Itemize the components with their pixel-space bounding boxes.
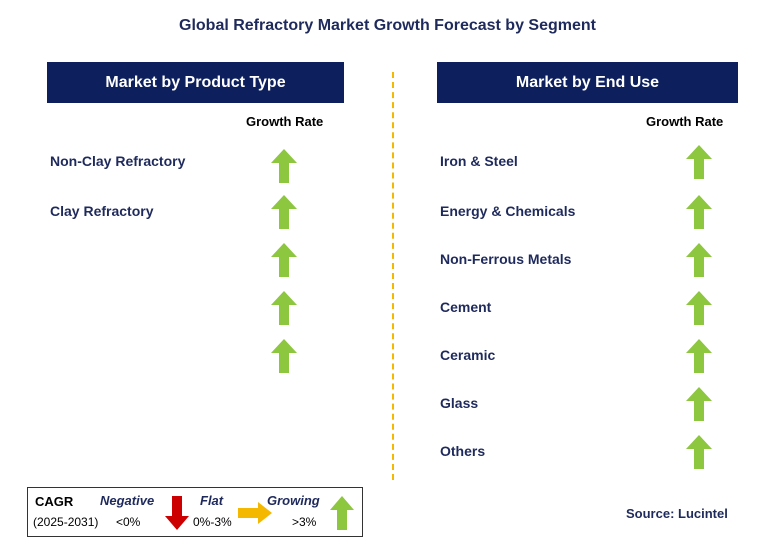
growing-arrow-icon xyxy=(686,145,712,179)
chart-title: Global Refractory Market Growth Forecast… xyxy=(179,17,596,34)
end-use-row-energy-chemicals: Energy & Chemicals xyxy=(440,203,576,219)
product-type-header: Market by Product Type xyxy=(47,62,344,103)
growing-arrow-icon xyxy=(271,149,297,183)
legend-growing-label: Growing xyxy=(267,493,320,508)
legend-flat-label: Flat xyxy=(200,493,224,508)
growing-arrow-icon xyxy=(271,195,297,229)
down-arrow-icon xyxy=(165,496,189,530)
legend-negative-label: Negative xyxy=(100,493,155,508)
product-row-clay: Clay Refractory xyxy=(50,203,154,219)
left-growth-rate-label: Growth Rate xyxy=(246,114,324,129)
growing-arrow-icon xyxy=(271,243,297,277)
growing-arrow-icon xyxy=(686,195,712,229)
growing-arrow-icon xyxy=(686,243,712,277)
end-use-row-ceramic: Ceramic xyxy=(440,347,496,363)
right-arrow-icon xyxy=(238,502,272,524)
growing-arrow-icon xyxy=(271,291,297,325)
end-use-row-others: Others xyxy=(440,443,486,459)
growing-arrow-icon xyxy=(686,387,712,421)
source-label: Source: Lucintel xyxy=(626,506,728,521)
end-use-header: Market by End Use xyxy=(437,62,738,103)
right-growth-rate-label: Growth Rate xyxy=(646,114,724,129)
product-row-non-clay: Non-Clay Refractory xyxy=(50,153,186,169)
growing-arrow-icon xyxy=(271,339,297,373)
growing-arrow-icon xyxy=(686,435,712,469)
legend-growing-range: >3% xyxy=(292,515,317,529)
legend-cagr-label: CAGR xyxy=(35,494,74,509)
end-use-row-iron-steel: Iron & Steel xyxy=(440,153,518,169)
legend-flat-range: 0%-3% xyxy=(193,515,232,529)
panel-divider xyxy=(392,72,394,480)
growing-arrow-icon xyxy=(686,291,712,325)
up-arrow-icon xyxy=(330,496,354,530)
legend-negative-range: <0% xyxy=(116,515,141,529)
cagr-legend: CAGR (2025-2031) Negative <0% Flat 0%-3%… xyxy=(27,487,363,537)
legend-period: (2025-2031) xyxy=(33,515,99,529)
end-use-row-glass: Glass xyxy=(440,395,479,411)
end-use-row-cement: Cement xyxy=(440,299,492,315)
growing-arrow-icon xyxy=(686,339,712,373)
end-use-row-non-ferrous: Non-Ferrous Metals xyxy=(440,251,572,267)
